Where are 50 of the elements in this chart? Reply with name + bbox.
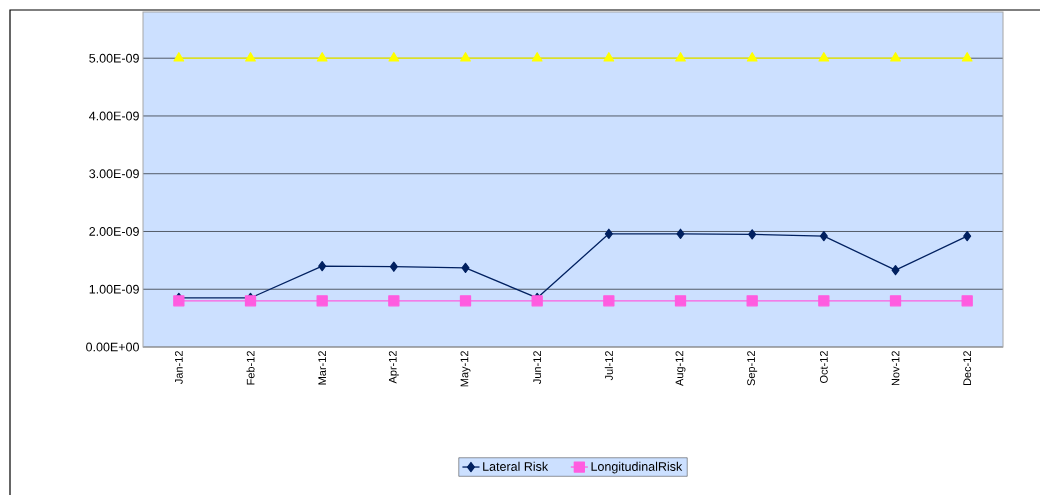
point <box>318 260 327 272</box>
y-tick-label: 3.00E-09 <box>89 169 139 179</box>
point <box>746 295 758 307</box>
point <box>818 295 830 307</box>
x-tick-label: Feb-12 <box>246 351 255 385</box>
y-tick-label: 0.00E+00 <box>86 342 139 352</box>
y-tick-label: 5.00E-09 <box>89 53 139 63</box>
point <box>674 295 687 307</box>
x-tick-label: Mar-12 <box>318 351 327 385</box>
point <box>461 262 470 274</box>
point <box>675 52 686 62</box>
point <box>460 52 471 62</box>
point <box>676 228 685 239</box>
point <box>459 295 472 307</box>
point <box>603 295 615 307</box>
point <box>316 295 328 307</box>
point <box>531 52 543 62</box>
y-tick-label: 2.00E-09 <box>89 227 139 236</box>
legend-label: LongitudinalRisk <box>591 461 683 474</box>
point <box>173 52 185 62</box>
x-tick-label: Sep-12 <box>747 351 758 386</box>
point <box>748 229 757 240</box>
x-tick-label: Dec-12 <box>963 351 972 386</box>
point <box>889 295 902 307</box>
x-tick-label: Jan-12 <box>174 351 183 384</box>
x-tick-label: Oct-12 <box>819 351 828 384</box>
legend-label: Lateral Risk <box>483 461 549 471</box>
point <box>388 295 400 307</box>
point <box>963 230 972 242</box>
point <box>389 261 398 272</box>
x-tick-label: Aug-12 <box>675 351 686 386</box>
point <box>818 52 830 62</box>
point <box>819 230 828 242</box>
x-tick-label: May-12 <box>460 351 471 387</box>
point <box>961 52 973 62</box>
y-tick-label: 1.00E-09 <box>89 284 139 294</box>
x-tick-label: Jun-12 <box>533 351 542 384</box>
y-tick-label: 4.00E-09 <box>89 111 139 121</box>
point <box>603 52 615 62</box>
x-tick-label: Jul-12 <box>604 351 613 381</box>
point <box>388 52 400 62</box>
point <box>961 295 973 307</box>
point <box>746 52 758 62</box>
x-tick-label: Apr-12 <box>388 351 399 384</box>
x-tick-label: Nov-12 <box>891 351 900 386</box>
point <box>245 52 256 62</box>
point <box>604 228 613 239</box>
point <box>891 265 900 276</box>
point <box>890 52 901 62</box>
point <box>316 52 328 62</box>
